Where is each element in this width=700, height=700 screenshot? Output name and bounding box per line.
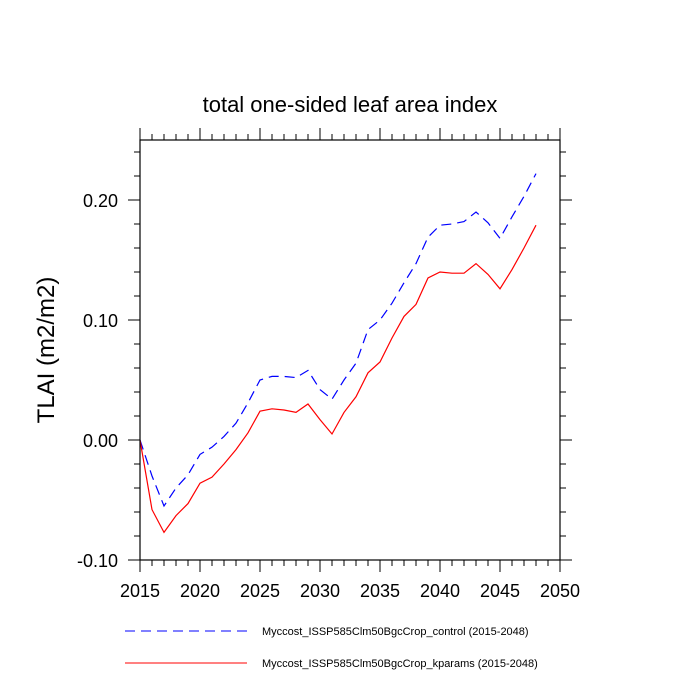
series-line-0 bbox=[139, 173, 537, 508]
x-tick-label: 2030 bbox=[300, 581, 340, 601]
x-tick-label: 2020 bbox=[180, 581, 220, 601]
x-tick-label: 2015 bbox=[120, 581, 160, 601]
y-tick-label: 0.20 bbox=[83, 191, 118, 211]
x-tick-label: 2035 bbox=[360, 581, 400, 601]
x-tick-label: 2025 bbox=[240, 581, 280, 601]
x-tick-label: 2045 bbox=[480, 581, 520, 601]
y-tick-label: 0.00 bbox=[83, 431, 118, 451]
chart-title: total one-sided leaf area index bbox=[203, 92, 498, 117]
plot-frame bbox=[139, 139, 561, 561]
x-tick-label: 2040 bbox=[420, 581, 460, 601]
y-tick-label: -0.10 bbox=[77, 551, 118, 571]
x-tick-label: 2050 bbox=[540, 581, 580, 601]
legend-label-1: Myccost_ISSP585Clm50BgcCrop_kparams (201… bbox=[262, 658, 538, 670]
legend-label-0: Myccost_ISSP585Clm50BgcCrop_control (201… bbox=[262, 626, 529, 638]
series-line-1 bbox=[139, 224, 537, 534]
y-axis-label: TLAI (m2/m2) bbox=[33, 277, 60, 424]
y-tick-label: 0.10 bbox=[83, 311, 118, 331]
